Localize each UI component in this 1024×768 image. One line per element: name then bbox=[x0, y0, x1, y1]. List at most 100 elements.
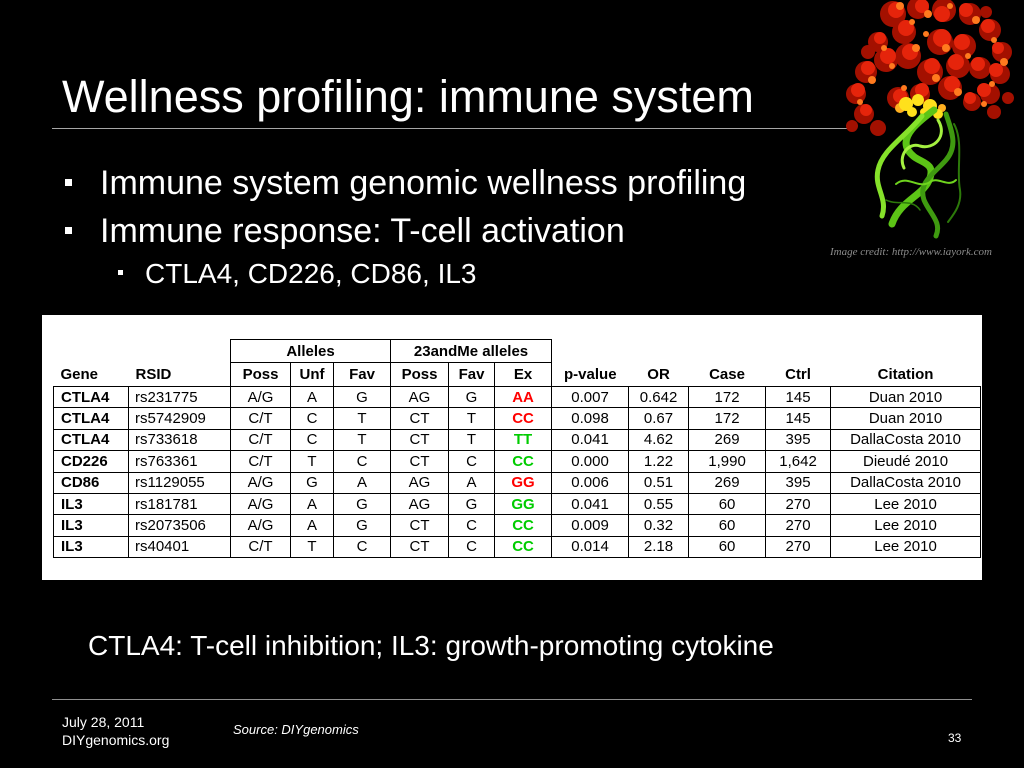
cell-case-count: 60 bbox=[688, 535, 767, 559]
cell-odds-ratio: 0.51 bbox=[628, 471, 690, 494]
cell-odds-ratio: 1.22 bbox=[628, 450, 690, 473]
cell-alleles-fav: C bbox=[332, 450, 392, 473]
cell-alleles-unf: C bbox=[290, 407, 334, 430]
cell-p-value: 0.007 bbox=[551, 385, 630, 409]
cell-alleles-poss: A/G bbox=[230, 492, 291, 516]
cell-alleles-fav: G bbox=[332, 385, 392, 409]
table-row: CD86 rs1129055 A/G G A AG A GG 0.006 0.51 269 395 Da… bbox=[53, 471, 982, 494]
cell-alleles-unf: A bbox=[290, 385, 334, 409]
column-header-rsid: RSID bbox=[128, 362, 231, 387]
column-header-case: Case bbox=[688, 362, 766, 387]
cell-gene: CD86 bbox=[53, 471, 129, 494]
cell-case-count: 172 bbox=[688, 407, 767, 430]
cell-andme-fav: C bbox=[448, 450, 496, 473]
table-row: CD226 rs763361 C/T T C CT C CC 0.000 1.22 1,990 1,6… bbox=[53, 450, 982, 473]
cell-alleles-unf: A bbox=[290, 492, 334, 516]
cell-ctrl-count: 145 bbox=[765, 407, 832, 430]
cell-andme-fav: G bbox=[448, 492, 496, 516]
cell-andme-ex: AA bbox=[494, 385, 553, 409]
cell-alleles-poss: C/T bbox=[230, 535, 291, 559]
cell-andme-poss: AG bbox=[390, 385, 450, 409]
footer-source: Source: DIYgenomics bbox=[233, 722, 359, 737]
cell-alleles-unf: T bbox=[290, 535, 334, 559]
cell-citation: DallaCosta 2010 bbox=[830, 471, 982, 494]
cell-odds-ratio: 4.62 bbox=[628, 428, 690, 452]
cell-rsid: rs231775 bbox=[128, 385, 231, 409]
cell-gene: IL3 bbox=[53, 514, 129, 537]
column-header-citation: Citation bbox=[830, 362, 981, 387]
cell-andme-fav: T bbox=[448, 428, 496, 452]
bullet-text: Immune response: T-cell activation bbox=[100, 212, 625, 250]
cell-alleles-poss: C/T bbox=[230, 407, 291, 430]
cell-alleles-unf: G bbox=[290, 471, 334, 494]
cell-citation: Lee 2010 bbox=[830, 492, 982, 516]
cell-gene: CTLA4 bbox=[53, 428, 129, 452]
cell-andme-ex: CC bbox=[494, 535, 553, 559]
slide-title: Wellness profiling: immune system bbox=[62, 71, 754, 122]
column-header-23andme-ex: Ex bbox=[494, 362, 553, 387]
cell-citation: DallaCosta 2010 bbox=[830, 428, 982, 452]
cell-gene: IL3 bbox=[53, 492, 129, 516]
cell-andme-poss: CT bbox=[390, 407, 450, 430]
cell-rsid: rs733618 bbox=[128, 428, 231, 452]
cell-odds-ratio: 0.642 bbox=[628, 385, 690, 409]
column-header-alleles-fav: Fav bbox=[332, 362, 392, 387]
square-bullet-icon bbox=[65, 227, 72, 234]
cell-case-count: 1,990 bbox=[688, 450, 767, 473]
group-header-23andme: 23andMe alleles bbox=[390, 339, 553, 363]
cell-p-value: 0.041 bbox=[551, 428, 630, 452]
cell-case-count: 172 bbox=[688, 385, 767, 409]
cell-gene: IL3 bbox=[53, 535, 129, 559]
cell-ctrl-count: 145 bbox=[765, 385, 832, 409]
cell-case-count: 60 bbox=[688, 492, 767, 516]
table-row: IL3 rs181781 A/G A G AG G GG 0.041 0.55 60 270 Lee 2… bbox=[53, 492, 982, 516]
cell-andme-poss: AG bbox=[390, 492, 450, 516]
cell-case-count: 60 bbox=[688, 514, 767, 537]
table-row: CTLA4 rs231775 A/G A G AG G AA 0.007 0.642 172 145 D… bbox=[53, 385, 982, 409]
table-row: CTLA4 rs5742909 C/T C T CT T CC 0.098 0.67 172 145 D… bbox=[53, 407, 982, 430]
cell-andme-ex: CC bbox=[494, 407, 553, 430]
table-row: IL3 rs40401 C/T T C CT C CC 0.014 2.18 60 270 Lee 20… bbox=[53, 535, 982, 559]
cell-citation: Lee 2010 bbox=[830, 514, 982, 537]
cell-alleles-fav: T bbox=[332, 407, 392, 430]
cell-alleles-poss: A/G bbox=[230, 514, 291, 537]
cell-citation: Dieudé 2010 bbox=[830, 450, 982, 473]
cell-citation: Duan 2010 bbox=[830, 385, 982, 409]
cell-ctrl-count: 395 bbox=[765, 471, 832, 494]
cell-andme-poss: CT bbox=[390, 450, 450, 473]
cell-citation: Duan 2010 bbox=[830, 407, 982, 430]
group-header-spacer bbox=[552, 340, 981, 363]
group-header-alleles: Alleles bbox=[229, 339, 392, 363]
cell-andme-ex: GG bbox=[494, 492, 553, 516]
cell-alleles-unf: C bbox=[290, 428, 334, 452]
cell-andme-fav: C bbox=[448, 535, 496, 559]
cell-case-count: 269 bbox=[688, 428, 767, 452]
cell-ctrl-count: 270 bbox=[765, 514, 832, 537]
cell-alleles-fav: A bbox=[332, 471, 392, 494]
cell-rsid: rs1129055 bbox=[128, 471, 231, 494]
column-header-23andme-poss: Poss bbox=[390, 362, 450, 387]
cell-andme-poss: CT bbox=[390, 514, 450, 537]
cell-ctrl-count: 270 bbox=[765, 535, 832, 559]
square-bullet-icon bbox=[65, 179, 72, 186]
page-number: 33 bbox=[948, 731, 962, 745]
cell-odds-ratio: 0.32 bbox=[628, 514, 690, 537]
cell-alleles-unf: T bbox=[290, 450, 334, 473]
cell-alleles-poss: A/G bbox=[230, 385, 291, 409]
column-header-ctrl: Ctrl bbox=[765, 362, 831, 387]
title-divider bbox=[52, 128, 848, 129]
cell-andme-ex: GG bbox=[494, 471, 553, 494]
table-body: CTLA4 rs231775 A/G A G AG G AA 0.007 0.642 172 145 D… bbox=[53, 385, 982, 559]
cell-odds-ratio: 2.18 bbox=[628, 535, 690, 559]
cell-citation: Lee 2010 bbox=[830, 535, 982, 559]
cell-andme-poss: CT bbox=[390, 535, 450, 559]
protein-structure-image bbox=[846, 0, 1014, 239]
image-credit: Image credit: http://www.iayork.com bbox=[830, 246, 992, 258]
data-table-panel: Alleles 23andMe alleles Gene RSID Poss U… bbox=[42, 315, 982, 580]
cell-andme-poss: CT bbox=[390, 428, 450, 452]
cell-andme-ex: CC bbox=[494, 514, 553, 537]
cell-andme-fav: C bbox=[448, 514, 496, 537]
cell-alleles-poss: C/T bbox=[230, 450, 291, 473]
cell-alleles-poss: A/G bbox=[230, 471, 291, 494]
cell-andme-poss: AG bbox=[390, 471, 450, 494]
